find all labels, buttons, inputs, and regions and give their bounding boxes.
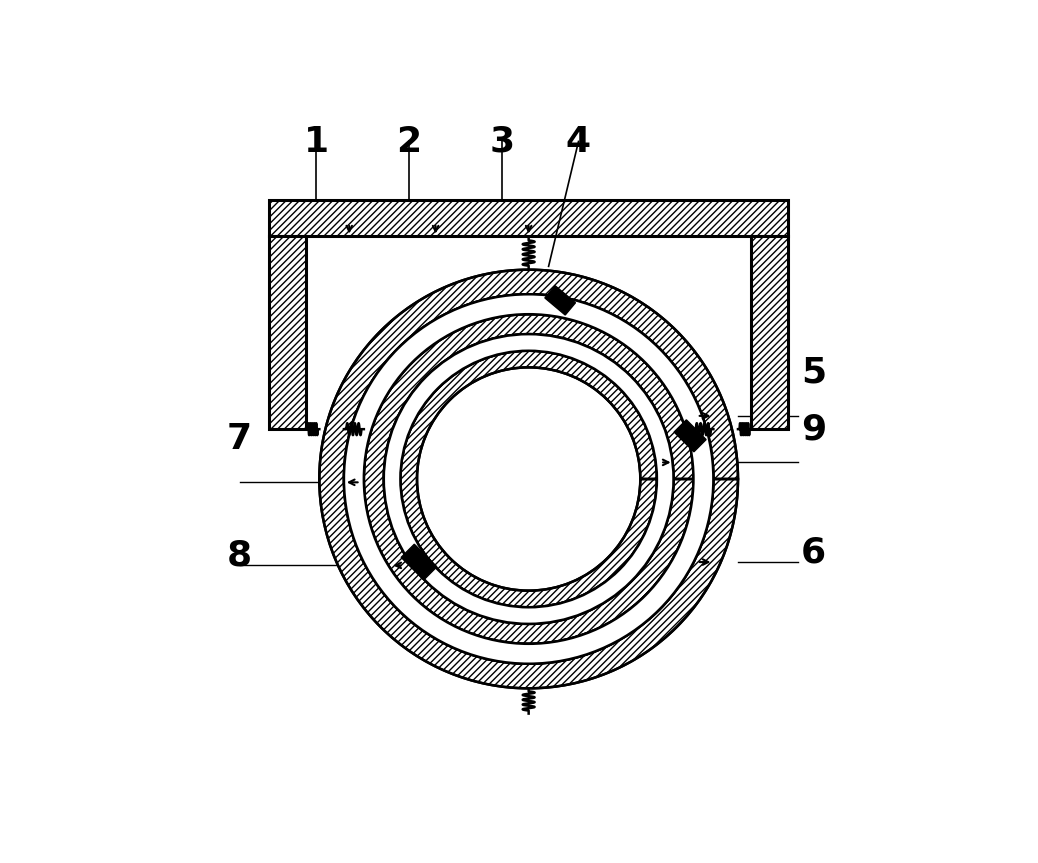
Polygon shape [401,350,657,608]
Bar [270,236,306,429]
Polygon shape [320,270,738,689]
Text: 8: 8 [226,539,251,572]
Bar [270,200,788,236]
Text: 3: 3 [490,125,515,159]
Text: 7: 7 [226,422,251,457]
Circle shape [419,369,638,589]
Text: 6: 6 [801,535,826,569]
Polygon shape [545,286,575,315]
Bar [752,236,788,429]
Polygon shape [384,334,674,624]
Text: 2: 2 [397,125,421,159]
Polygon shape [401,545,437,580]
Polygon shape [674,419,706,452]
Text: 4: 4 [566,125,591,159]
Text: 1: 1 [303,125,329,159]
Text: 5: 5 [801,356,826,390]
Text: 9: 9 [801,413,826,446]
Polygon shape [364,314,693,644]
Polygon shape [344,294,713,664]
